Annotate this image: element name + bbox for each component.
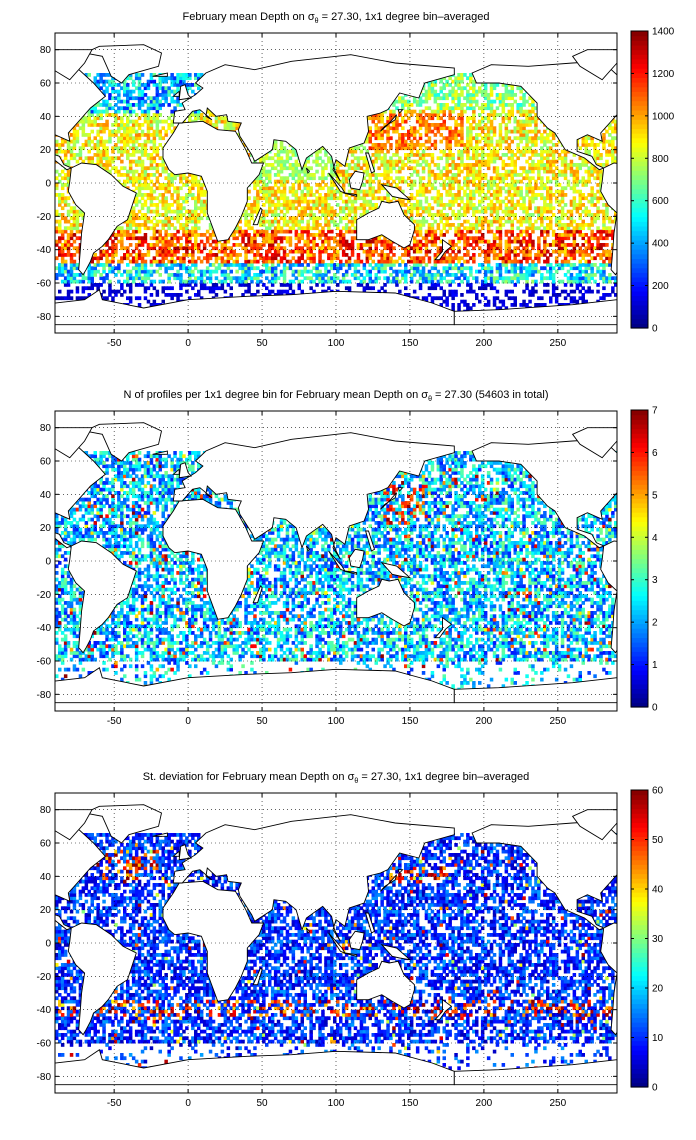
colorbar-tick-label: 40 xyxy=(652,885,664,896)
x-tick-label: 150 xyxy=(402,1098,419,1109)
x-tick-label: 0 xyxy=(185,716,191,727)
chart-title: St. deviation for February mean Depth on… xyxy=(143,771,530,785)
grid-lines xyxy=(55,33,617,333)
colorbar-tick-label: 30 xyxy=(652,934,664,945)
x-tick-label: 200 xyxy=(476,1098,493,1109)
x-tick-label: 200 xyxy=(476,338,493,349)
colorbar-tick-label: 400 xyxy=(652,239,669,250)
x-tick-label: 250 xyxy=(549,716,566,727)
y-tick-label: -60 xyxy=(37,1039,52,1050)
x-tick-label: -50 xyxy=(107,338,122,349)
y-tick-label: 40 xyxy=(40,490,52,501)
colorbar-tick-label: 800 xyxy=(652,154,669,165)
coastline xyxy=(55,804,617,1086)
y-tick-label: -80 xyxy=(37,1072,52,1083)
y-tick-label: 0 xyxy=(45,179,51,190)
colorbar-tick-label: 1200 xyxy=(652,69,675,80)
y-tick-label: 80 xyxy=(40,423,52,434)
y-tick-label: -80 xyxy=(37,312,52,323)
chart-panel-count: N of profiles per 1x1 degree bin for Feb… xyxy=(37,389,658,727)
y-tick-label: 60 xyxy=(40,457,52,468)
colorbar-tick-label: 60 xyxy=(652,786,664,797)
colorbar-tick-label: 2 xyxy=(652,618,658,629)
y-tick-label: -20 xyxy=(37,972,52,983)
x-tick-label: 250 xyxy=(549,338,566,349)
colorbar-tick-label: 20 xyxy=(652,984,664,995)
y-tick-label: -40 xyxy=(37,245,52,256)
colorbar-tick-label: 600 xyxy=(652,196,669,207)
colorbar: 0 10 20 30 40 50 60 xyxy=(630,786,664,1094)
colorbar: 0 1 2 3 4 5 6 7 xyxy=(630,406,658,714)
y-tick-label: 60 xyxy=(40,79,52,90)
y-tick-label: 80 xyxy=(40,45,52,56)
y-tick-label: -60 xyxy=(37,279,52,290)
y-tick-label: 0 xyxy=(45,557,51,568)
colorbar-tick-label: 6 xyxy=(652,448,658,459)
plot-area xyxy=(55,804,617,1086)
y-tick-label: 80 xyxy=(40,805,52,816)
colorbar-tick-label: 1000 xyxy=(652,111,675,122)
y-tick-label: 40 xyxy=(40,872,52,883)
plot-area xyxy=(55,44,617,326)
chart-panel-depth: February mean Depth on σθ = 27.30, 1x1 d… xyxy=(37,11,675,349)
colorbar-tick-label: 3 xyxy=(652,575,658,586)
colorbar-tick-label: 1 xyxy=(652,660,658,671)
x-tick-label: 100 xyxy=(328,1098,345,1109)
colorbar-tick-label: 7 xyxy=(652,406,658,417)
colorbar-tick-label: 0 xyxy=(652,1083,658,1094)
colorbar-tick-label: 5 xyxy=(652,490,658,501)
colorbar-tick-label: 0 xyxy=(652,324,658,335)
grid-lines xyxy=(55,793,617,1093)
colorbar: 0 200 400 600 800 1000 1200 1400 xyxy=(630,27,675,335)
y-tick-label: 0 xyxy=(45,939,51,950)
colorbar-tick-label: 4 xyxy=(652,533,658,544)
x-tick-label: 50 xyxy=(256,1098,268,1109)
coastline xyxy=(55,422,617,704)
plot-area xyxy=(55,422,617,704)
colorbar-tick-label: 0 xyxy=(652,703,658,714)
grid-lines xyxy=(55,411,617,711)
y-tick-label: 20 xyxy=(40,523,52,534)
x-tick-label: 150 xyxy=(402,338,419,349)
colorbar-tick-label: 1400 xyxy=(652,27,675,38)
y-tick-label: 40 xyxy=(40,112,52,123)
chart-title: N of profiles per 1x1 degree bin for Feb… xyxy=(124,389,549,403)
y-tick-label: -20 xyxy=(37,590,52,601)
chart-panel-stdev: St. deviation for February mean Depth on… xyxy=(37,771,664,1109)
coastline xyxy=(55,44,617,326)
y-tick-label: -20 xyxy=(37,212,52,223)
colorbar-tick-label: 10 xyxy=(652,1033,664,1044)
colorbar-tick-label: 200 xyxy=(652,281,669,292)
y-tick-label: -40 xyxy=(37,1005,52,1016)
x-tick-label: 250 xyxy=(549,1098,566,1109)
x-tick-label: 100 xyxy=(328,716,345,727)
x-tick-label: 0 xyxy=(185,338,191,349)
x-tick-label: 100 xyxy=(328,338,345,349)
y-tick-label: -40 xyxy=(37,623,52,634)
y-tick-label: -60 xyxy=(37,657,52,668)
x-tick-label: 200 xyxy=(476,716,493,727)
x-tick-label: -50 xyxy=(107,1098,122,1109)
x-tick-label: 150 xyxy=(402,716,419,727)
colorbar-tick-label: 50 xyxy=(652,835,664,846)
y-tick-label: -80 xyxy=(37,690,52,701)
y-tick-label: 20 xyxy=(40,145,52,156)
y-tick-label: 20 xyxy=(40,905,52,916)
x-tick-label: 50 xyxy=(256,716,268,727)
x-tick-label: 50 xyxy=(256,338,268,349)
x-tick-label: 0 xyxy=(185,1098,191,1109)
chart-title: February mean Depth on σθ = 27.30, 1x1 d… xyxy=(182,11,489,25)
x-tick-label: -50 xyxy=(107,716,122,727)
y-tick-label: 60 xyxy=(40,839,52,850)
